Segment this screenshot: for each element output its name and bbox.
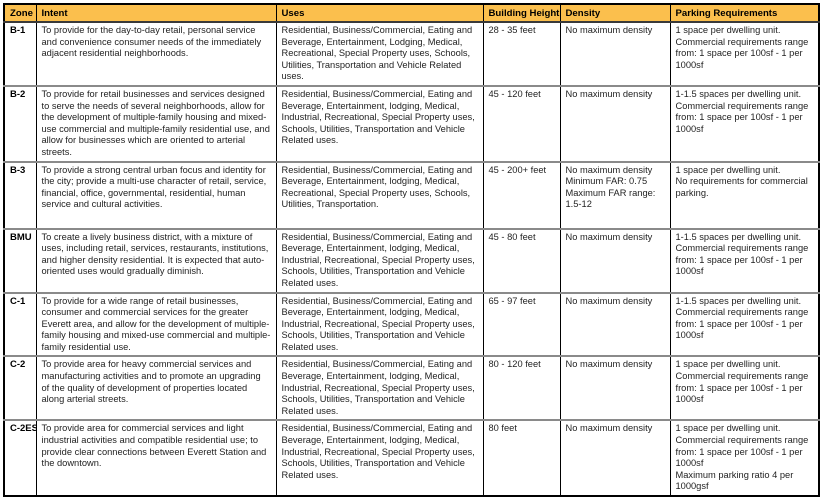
cell-parking-requirements: 1-1.5 spaces per dwelling unit. Commerci… [669, 84, 819, 162]
cell-zone: C-1 [3, 291, 36, 357]
table-row-b-1: B-1 To provide for the day-to-day retail,… [3, 21, 819, 86]
table-row-b-2: B-2 To provide for retail businesses and … [3, 84, 819, 162]
cell-building-height: 45 - 120 feet [482, 84, 560, 162]
cell-density: No maximum density [559, 227, 670, 293]
column-header-building-height: Building Height [482, 4, 560, 23]
cell-density: No maximum density Minimum FAR: 0.75 Max… [559, 160, 670, 229]
table-row-c-1: C-1 To provide for a wide range of retail… [3, 291, 819, 357]
cell-parking-requirements: 1 space per dwelling unit. No requiremen… [669, 160, 819, 229]
cell-building-height: 65 - 97 feet [482, 291, 560, 357]
cell-uses: Residential, Business/Commercial, Eating… [275, 291, 483, 357]
cell-intent: To provide for retail businesses and ser… [35, 84, 276, 162]
table-row-c-2: C-2 To provide area for heavy commercial … [3, 355, 819, 421]
cell-uses: Residential, Business/Commercial, Eating… [275, 21, 483, 86]
cell-zone: BMU [3, 227, 36, 293]
cell-building-height: 80 - 120 feet [482, 355, 560, 421]
cell-zone: B-3 [3, 160, 36, 229]
zoning-table-body: B-1 To provide for the day-to-day retail,… [3, 21, 819, 496]
cell-parking-requirements: 1 space per dwelling unit. Commercial re… [669, 355, 819, 421]
column-header-parking-requirements: Parking Requirements [669, 4, 819, 23]
cell-intent: To provide for the day-to-day retail, pe… [35, 21, 276, 86]
table-row-bmu: BMU To create a lively business district,… [3, 227, 819, 293]
table-row-c-2es: C-2ES To provide area for commercial serv… [3, 419, 819, 496]
cell-zone: C-2ES [3, 419, 36, 496]
cell-building-height: 45 - 80 feet [482, 227, 560, 293]
cell-density: No maximum density [559, 355, 670, 421]
column-header-zone: Zone [3, 4, 36, 23]
cell-zone: B-1 [3, 21, 36, 86]
cell-intent: To provide area for commercial services … [35, 419, 276, 496]
cell-density: No maximum density [559, 291, 670, 357]
cell-uses: Residential, Business/Commercial, Eating… [275, 227, 483, 293]
cell-intent: To create a lively business district, wi… [35, 227, 276, 293]
cell-building-height: 80 feet [482, 419, 560, 496]
cell-density: No maximum density [559, 419, 670, 496]
column-header-intent: Intent [35, 4, 276, 23]
cell-zone: B-2 [3, 84, 36, 162]
cell-parking-requirements: 1 space per dwelling unit. Commercial re… [669, 21, 819, 86]
column-header-density: Density [559, 4, 670, 23]
zoning-table-header: Zone Intent Uses Building Height Density… [3, 4, 819, 23]
cell-parking-requirements: 1 space per dwelling unit. Commercial re… [669, 419, 819, 496]
zoning-table: Zone Intent Uses Building Height Density… [3, 3, 820, 497]
cell-uses: Residential, Business/Commercial, Eating… [275, 419, 483, 496]
cell-density: No maximum density [559, 84, 670, 162]
cell-uses: Residential, Business/Commercial, Eating… [275, 160, 483, 229]
cell-parking-requirements: 1-1.5 spaces per dwelling unit. Commerci… [669, 291, 819, 357]
table-row-b-3: B-3 To provide a strong central urban foc… [3, 160, 819, 229]
cell-building-height: 28 - 35 feet [482, 21, 560, 86]
cell-parking-requirements: 1-1.5 spaces per dwelling unit. Commerci… [669, 227, 819, 293]
column-header-uses: Uses [275, 4, 483, 23]
cell-uses: Residential, Business/Commercial, Eating… [275, 84, 483, 162]
document-page: Zone Intent Uses Building Height Density… [3, 3, 820, 497]
cell-building-height: 45 - 200+ feet [482, 160, 560, 229]
cell-intent: To provide for a wide range of retail bu… [35, 291, 276, 357]
cell-zone: C-2 [3, 355, 36, 421]
cell-intent: To provide area for heavy commercial ser… [35, 355, 276, 421]
cell-uses: Residential, Business/Commercial, Eating… [275, 355, 483, 421]
header-row: Zone Intent Uses Building Height Density… [3, 4, 819, 23]
cell-density: No maximum density [559, 21, 670, 86]
cell-intent: To provide a strong central urban focus … [35, 160, 276, 229]
